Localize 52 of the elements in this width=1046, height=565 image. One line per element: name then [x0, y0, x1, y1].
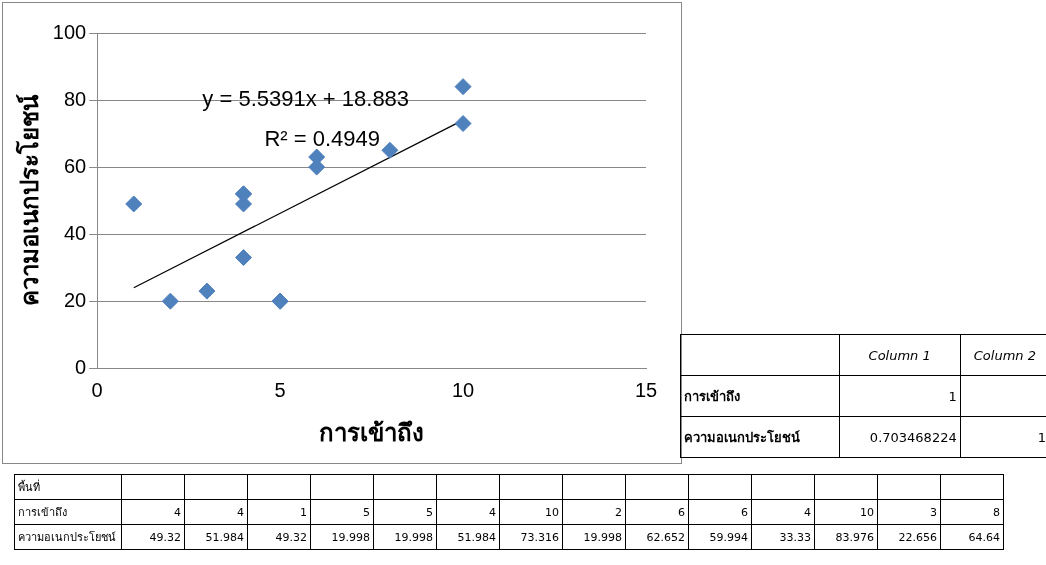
y-tick-label: 60 — [63, 154, 87, 177]
text: ความอเนกประโยชน์ — [680, 416, 840, 458]
text: การเข้าถึง — [680, 375, 840, 417]
text: 4 — [751, 499, 815, 525]
text: 73.316 — [499, 524, 563, 550]
text: 64.64 — [940, 524, 1004, 550]
text: 10 — [499, 499, 563, 525]
text: 49.32 — [121, 524, 185, 550]
text: 51.984 — [184, 524, 248, 550]
y-tick-label: 20 — [63, 288, 87, 311]
text: 19.998 — [310, 524, 374, 550]
y-tick-label: 40 — [63, 221, 87, 244]
text: 5 — [310, 499, 374, 525]
text: 6 — [625, 499, 689, 525]
y-tick-label: 100 — [52, 20, 87, 43]
text: 19.998 — [373, 524, 437, 550]
x-tick-label: 10 — [451, 378, 475, 401]
text: การเข้าถึง — [14, 499, 122, 525]
annotation: R² = 0.4949 — [264, 126, 380, 152]
text: 5 — [373, 499, 437, 525]
text: 0.703468224 — [839, 416, 961, 458]
text: 1 — [247, 499, 311, 525]
text: พื้นที่ — [14, 474, 122, 500]
x-axis-title: การเข้าถึง — [319, 419, 425, 447]
text: 2 — [562, 499, 626, 525]
text: 4 — [184, 499, 248, 525]
text: 49.32 — [247, 524, 311, 550]
text: 22.656 — [877, 524, 941, 550]
text: 1 — [839, 375, 961, 417]
text: 10 — [814, 499, 878, 525]
text: 83.976 — [814, 524, 878, 550]
text: 33.33 — [751, 524, 815, 550]
x-tick-label: 15 — [634, 378, 658, 401]
text: Column 1 — [839, 334, 961, 376]
y-tick-label: 0 — [75, 355, 87, 378]
text: 1 — [960, 416, 1046, 458]
text: 3 — [877, 499, 941, 525]
text: 19.998 — [562, 524, 626, 550]
text: 8 — [940, 499, 1004, 525]
x-tick-label: 5 — [274, 378, 286, 401]
text: 62.652 — [625, 524, 689, 550]
x-tick-label: 0 — [91, 378, 103, 401]
text: ความอเนกประโยชน์ — [14, 524, 122, 550]
text: 4 — [436, 499, 500, 525]
text: 6 — [688, 499, 752, 525]
text: 4 — [121, 499, 185, 525]
y-tick-label: 80 — [63, 87, 87, 110]
annotation: y = 5.5391x + 18.883 — [202, 86, 410, 112]
text: 59.994 — [688, 524, 752, 550]
text: Column 2 — [960, 334, 1046, 376]
y-axis-title: ความอเนกประโยชน์ — [15, 94, 44, 307]
text: 51.984 — [436, 524, 500, 550]
